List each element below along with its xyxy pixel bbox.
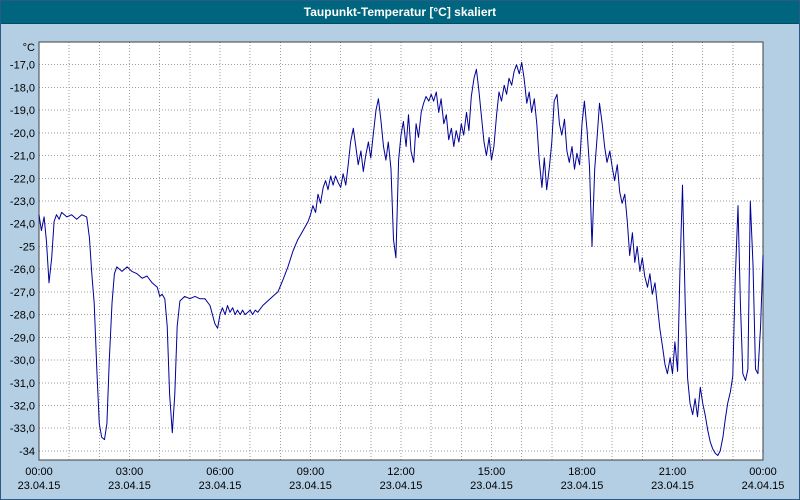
x-tick-time-label: 12:00 (387, 466, 415, 478)
y-tick-label: -20,0 (10, 128, 35, 140)
x-tick-date-label: 23.04.15 (18, 480, 61, 492)
x-tick-date-label: 23.04.15 (199, 480, 242, 492)
title-bar: Taupunkt-Temperatur [°C] skaliert (1, 1, 799, 24)
y-tick-label: -19,0 (10, 105, 35, 117)
x-tick-time-label: 15:00 (478, 466, 506, 478)
x-tick-date-label: 23.04.15 (561, 480, 604, 492)
series-line (38, 61, 764, 456)
y-tick-label: -30,0 (10, 355, 35, 367)
x-tick-date-label: 23.04.15 (108, 480, 151, 492)
x-tick-time-label: 00:00 (25, 466, 53, 478)
y-tick-label: -22,0 (10, 173, 35, 185)
y-tick-label: -18,0 (10, 82, 35, 94)
plot-area (39, 42, 763, 460)
y-tick-label: -29,0 (10, 332, 35, 344)
x-tick-time-label: 03:00 (116, 466, 144, 478)
y-tick-label: -26,0 (10, 264, 35, 276)
x-tick-time-label: 21:00 (659, 466, 687, 478)
x-tick-date-label: 23.04.15 (289, 480, 332, 492)
y-tick-label: -25 (19, 241, 35, 253)
x-tick-time-label: 00:00 (749, 466, 777, 478)
x-tick-time-label: 18:00 (568, 466, 596, 478)
y-tick-label: -32,0 (10, 400, 35, 412)
x-tick-date-label: 23.04.15 (470, 480, 513, 492)
y-tick-label: -28,0 (10, 310, 35, 322)
x-tick-date-label: 24.04.15 (742, 480, 785, 492)
y-tick-label: -27,0 (10, 287, 35, 299)
y-tick-label: -24,0 (10, 219, 35, 231)
chart-canvas: °C -17,0 -18,0 -19,0 -20,0 -21,0 -22,0 -23,0 -24… (10, 41, 785, 492)
x-tick-time-label: 06:00 (206, 466, 234, 478)
x-tick-date-label: 23.04.15 (651, 480, 694, 492)
y-tick-label: -31,0 (10, 378, 35, 390)
plot-border (38, 41, 764, 461)
x-tick-date-label: 23.04.15 (380, 480, 423, 492)
chart-title: Taupunkt-Temperatur [°C] skaliert (303, 5, 497, 19)
y-tick-label: -21,0 (10, 151, 35, 163)
y-tick-label: -33,0 (10, 423, 35, 435)
y-axis-unit: °C (23, 42, 35, 54)
y-tick-label: -34 (19, 446, 35, 458)
x-tick-time-label: 09:00 (297, 466, 325, 478)
y-tick-label: -23,0 (10, 196, 35, 208)
y-tick-label: -17,0 (10, 60, 35, 72)
